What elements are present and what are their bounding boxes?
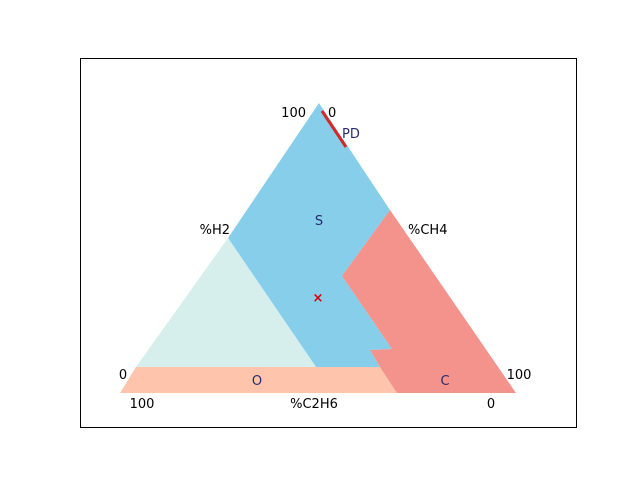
region-s [228,103,392,367]
axis-label-bottom: %C2H6 [290,397,338,412]
tick-top-left: 100 [281,106,306,121]
tick-right-bottom-outer: 100 [507,368,532,383]
tick-bottom-left: 100 [130,397,155,412]
region-label-c: C [440,374,449,389]
tick-top-right: 0 [328,106,336,121]
region-h2-rich [136,238,316,367]
pd-label: PD [342,127,360,142]
tick-bottom-right: 0 [487,397,495,412]
region-o [120,367,397,393]
region-label-s: S [315,214,323,229]
pd-line [320,110,348,148]
tick-left-bottom-outer: 0 [119,368,127,383]
region-c [342,210,516,393]
region-label-o: O [252,374,262,389]
axis-label-left: %H2 [200,223,230,238]
marker-x: × [313,291,324,306]
axis-label-right: %CH4 [408,223,447,238]
